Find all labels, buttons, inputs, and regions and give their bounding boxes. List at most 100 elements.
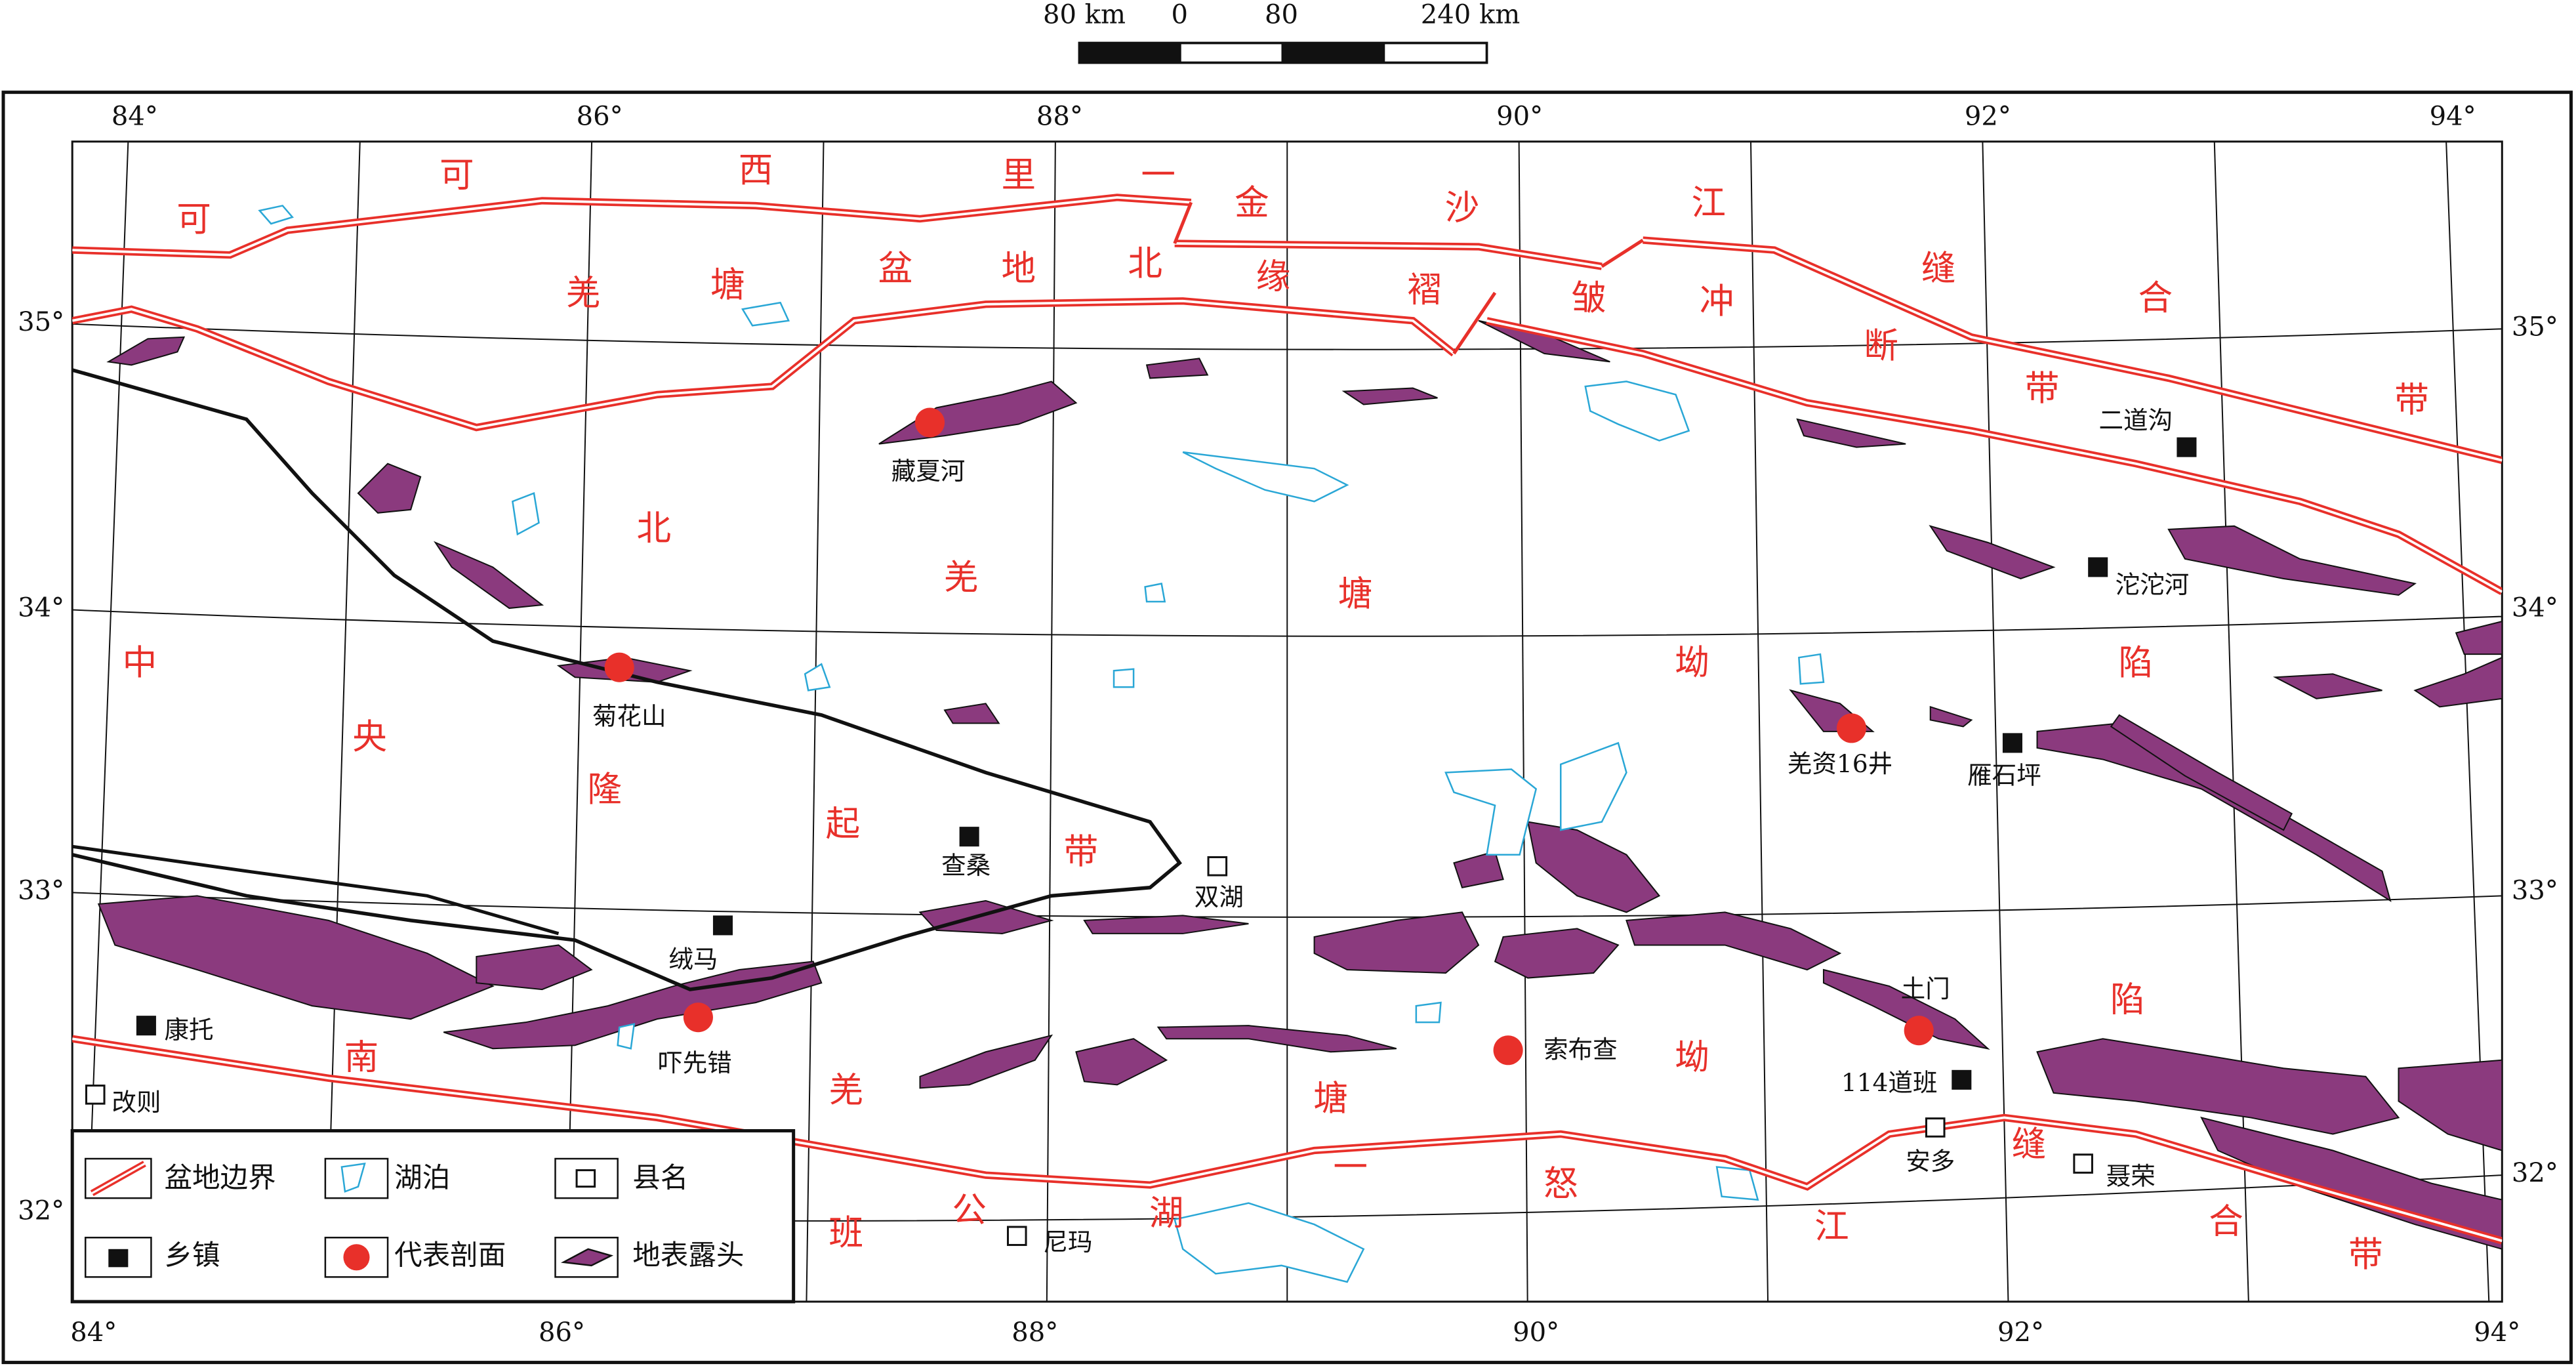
- place-label: 沱沱河: [2116, 570, 2190, 599]
- fault-jog: [1173, 201, 1193, 244]
- town-marker: [959, 827, 979, 847]
- legend-label: 盆地边界: [164, 1162, 276, 1195]
- region-label: 陷: [2110, 980, 2145, 1020]
- region-label: 塘: [1338, 574, 1373, 614]
- latitude-label: 33°: [2512, 875, 2558, 905]
- county-marker: [85, 1085, 106, 1105]
- parallel: [72, 609, 2503, 637]
- place-label: 土门: [1901, 974, 1950, 1003]
- legend: [70, 1128, 796, 1304]
- longitude-label: 92°: [1997, 1317, 2044, 1348]
- fault-jog: [1452, 291, 1497, 355]
- place-label: 二道沟: [2098, 406, 2173, 435]
- meridian: [1982, 141, 2009, 1302]
- fault-jog: [1601, 238, 1644, 268]
- region-label: 带: [2394, 380, 2429, 420]
- county-marker: [1006, 1226, 1027, 1247]
- longitude-label: 86°: [577, 102, 623, 132]
- latitude-label: 34°: [18, 593, 64, 623]
- region-label: 可: [176, 199, 211, 239]
- town-marker: [136, 1016, 156, 1036]
- longitude-label: 88°: [1012, 1317, 1058, 1348]
- region-label: 江: [1814, 1207, 1849, 1247]
- region-label: 坳: [1675, 643, 1709, 683]
- uplift-boundary: [72, 368, 1182, 991]
- longitude-label: 88°: [1036, 102, 1083, 132]
- region-label: 沙: [1445, 188, 1480, 228]
- region-label: 南: [344, 1037, 379, 1077]
- place-label: 双湖: [1195, 882, 1244, 911]
- place-label: 安多: [1906, 1147, 1955, 1176]
- latitude-label: 33°: [18, 875, 64, 905]
- region-label: 怒: [1544, 1164, 1578, 1204]
- region-label: 北: [1128, 244, 1162, 284]
- legend-label: 地表露头: [632, 1239, 744, 1272]
- place-label: 114道班: [1841, 1068, 1938, 1097]
- basin-boundaries: [72, 194, 2503, 1245]
- latitude-label: 35°: [2512, 312, 2558, 342]
- town-marker: [2088, 557, 2108, 577]
- place-label: 吓先错: [658, 1048, 732, 1077]
- town-marker: [2177, 437, 2197, 457]
- meridian: [85, 141, 129, 1302]
- region-label: 一: [1141, 155, 1176, 195]
- lakes: [258, 205, 1825, 1283]
- region-label: 褶: [1407, 270, 1442, 310]
- region-label: 缘: [1256, 257, 1291, 297]
- region-label: 可: [440, 155, 474, 195]
- place-label: 绒马: [668, 945, 718, 974]
- labels: 80 km 0 80 240 km 84° 86° 88° 90° 92° 94° 84° 86° 88…: [18, 0, 2558, 1348]
- region-label: 合: [2209, 1202, 2243, 1242]
- latitude-label: 32°: [18, 1196, 64, 1226]
- meridian: [1750, 141, 1769, 1302]
- region-label: 坳: [1675, 1037, 1709, 1077]
- region-label: 湖: [1149, 1193, 1184, 1233]
- section-marker: [683, 1003, 713, 1033]
- region-label: 塘: [710, 265, 745, 305]
- boundary-line-inner: [72, 1037, 2503, 1243]
- legend-label: 乡镇: [164, 1239, 220, 1272]
- map-body: [72, 141, 2503, 1302]
- region-label: 带: [2025, 369, 2060, 409]
- scale-label: 80 km: [1043, 0, 1126, 30]
- boundary-line-inner: [1486, 319, 2503, 593]
- region-label: 里: [1001, 155, 1036, 195]
- county-marker: [1925, 1117, 1946, 1138]
- place-label: 尼玛: [1043, 1228, 1092, 1256]
- place-label: 聂荣: [2106, 1162, 2156, 1191]
- region-label: 起: [825, 804, 860, 844]
- scale-label: 0: [1171, 0, 1188, 30]
- region-label: 缝: [2012, 1125, 2047, 1165]
- legend-label: 代表剖面: [394, 1239, 506, 1272]
- town-marker: [1952, 1069, 1972, 1090]
- region-label: 缝: [1921, 249, 1956, 289]
- region-label: 羌: [944, 558, 979, 598]
- section-marker: [1836, 713, 1867, 743]
- region-label: 盆: [878, 249, 913, 289]
- region-label: 地: [1001, 249, 1036, 289]
- region-label: 断: [1864, 326, 1898, 366]
- legend-label: 湖泊: [394, 1162, 450, 1195]
- place-label: 藏夏河: [891, 457, 966, 486]
- region-label: 隆: [587, 770, 622, 810]
- scale-label: 80: [1265, 0, 1298, 30]
- section-marker: [914, 407, 945, 438]
- legend-label: 县名: [632, 1162, 688, 1195]
- region-label: 班: [829, 1213, 864, 1253]
- region-label: 中: [123, 643, 157, 683]
- region-label: 一: [1333, 1148, 1368, 1188]
- meridian: [1046, 141, 1056, 1302]
- region-label: 带: [2348, 1235, 2383, 1275]
- outer-frame: [1, 91, 2573, 1365]
- place-label: 菊花山: [592, 701, 666, 730]
- longitude-label: 84°: [112, 102, 158, 132]
- longitude-label: 94°: [2430, 102, 2476, 132]
- region-label: 合: [2138, 278, 2173, 318]
- region-label: 带: [1064, 832, 1099, 872]
- parallel: [72, 323, 2503, 350]
- longitude-label: 86°: [539, 1317, 585, 1348]
- region-label: 公: [952, 1190, 987, 1230]
- county-marker: [2073, 1153, 2093, 1174]
- boundary-line-inner: [72, 196, 2503, 462]
- region-label: 北: [636, 508, 671, 548]
